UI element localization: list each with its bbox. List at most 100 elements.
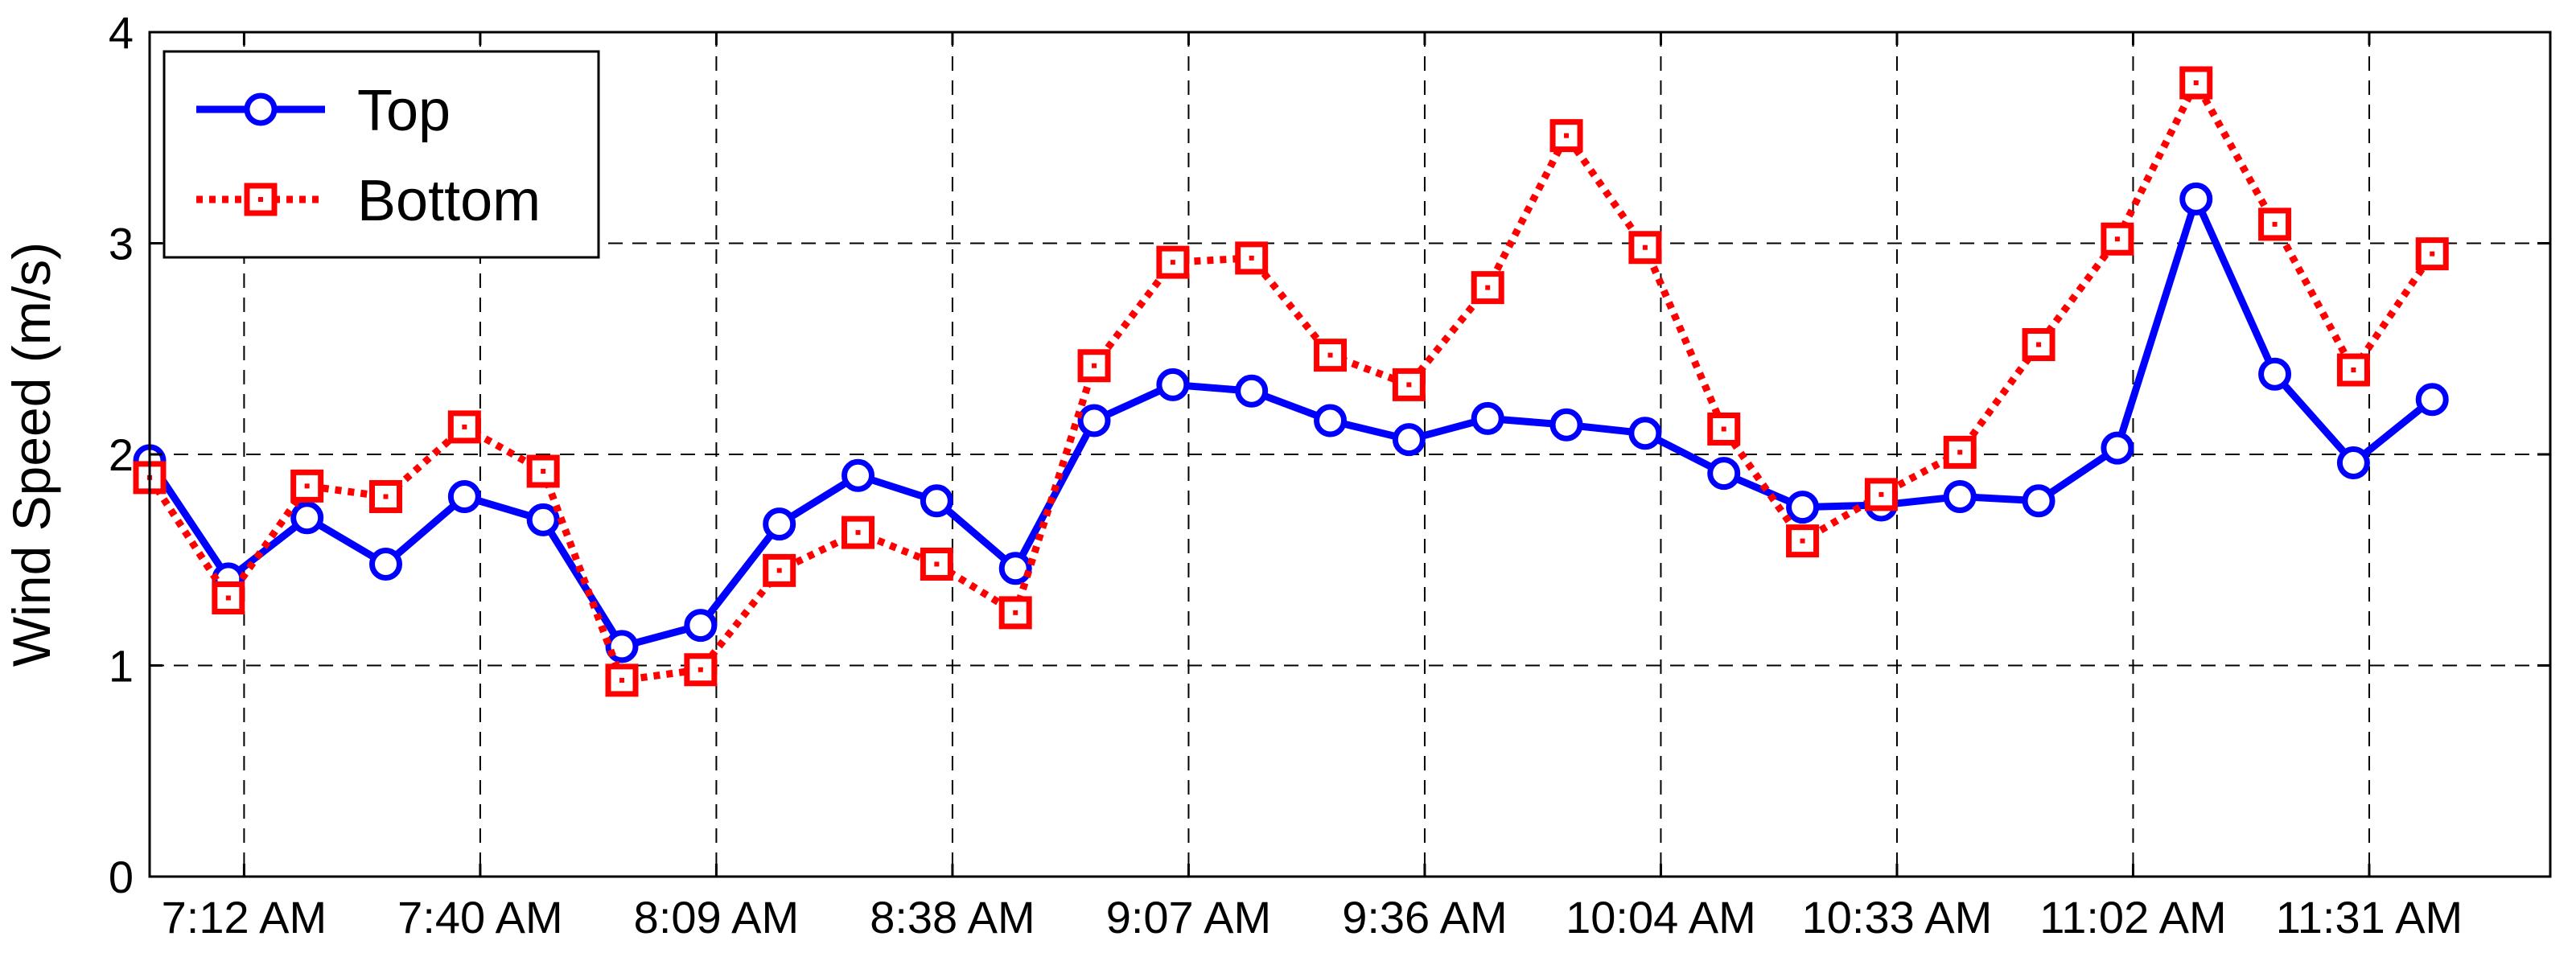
marker-center <box>1327 352 1333 358</box>
data-point-top <box>998 552 1032 585</box>
y-tick-label: 2 <box>109 429 134 480</box>
data-point-top <box>1943 480 1977 513</box>
tick-layer <box>150 31 2550 878</box>
data-point-bottom <box>1156 245 1190 279</box>
legend-label: Bottom <box>357 169 541 233</box>
data-point-bottom <box>2179 66 2213 100</box>
marker-center <box>383 494 389 499</box>
data-point-bottom <box>1549 119 1583 153</box>
data-point-bottom <box>605 663 639 697</box>
marker-center <box>1800 538 1805 544</box>
data-point-bottom <box>1864 478 1898 511</box>
marker-center <box>1879 491 1884 497</box>
data-point-top <box>1786 491 1820 524</box>
data-point-bottom <box>1471 271 1504 305</box>
marker-center <box>462 424 467 429</box>
x-tick-label: 7:12 AM <box>162 892 327 943</box>
legend-label: Top <box>357 79 451 143</box>
data-point-bottom <box>763 553 796 587</box>
marker-center <box>1564 133 1570 138</box>
marker-center <box>2114 236 2120 242</box>
series-bottom <box>133 66 2449 697</box>
square-marker <box>1392 368 1426 401</box>
data-point-bottom <box>1077 349 1111 383</box>
data-point-top <box>1314 404 1348 437</box>
x-tick-label: 8:09 AM <box>634 892 799 943</box>
marker-center <box>619 677 625 683</box>
marker-center <box>2351 368 2356 372</box>
marker-center <box>1721 426 1726 432</box>
y-tick-label: 4 <box>109 7 134 58</box>
data-point-top <box>2258 357 2292 391</box>
data-point-bottom <box>1392 368 1426 401</box>
marker-center <box>934 561 940 567</box>
x-tick-label: 11:31 AM <box>2276 892 2463 943</box>
legend-marker <box>244 92 278 126</box>
x-tick-label: 7:40 AM <box>397 892 562 943</box>
y-axis-label: Wind Speed (m/s) <box>2 242 61 667</box>
marker-center <box>776 568 782 573</box>
data-point-top <box>1707 457 1741 491</box>
series-line-bottom <box>146 79 2435 684</box>
x-tick-label: 11:02 AM <box>2039 892 2226 943</box>
data-point-top <box>1156 368 1190 401</box>
x-tick-label: 8:38 AM <box>870 892 1035 943</box>
data-point-bottom <box>920 548 953 581</box>
data-point-bottom <box>684 653 718 687</box>
marker-center <box>1642 244 1648 250</box>
data-point-bottom <box>842 515 875 549</box>
marker-center <box>2430 251 2435 257</box>
y-tick-label: 1 <box>109 641 134 692</box>
data-point-bottom <box>2022 328 2055 361</box>
marker-center <box>1406 382 1412 388</box>
data-point-top <box>763 507 796 541</box>
data-point-top <box>1549 408 1583 442</box>
data-point-top <box>2179 182 2213 216</box>
marker-center <box>1170 260 1175 265</box>
data-point-bottom <box>1628 231 1662 265</box>
data-point-bottom <box>998 596 1032 630</box>
data-point-top <box>2336 446 2370 479</box>
x-tick-label: 10:33 AM <box>1802 892 1993 943</box>
square-marker <box>526 454 560 488</box>
square-marker <box>2258 207 2292 241</box>
data-point-top <box>526 503 560 536</box>
y-tick-label: 0 <box>109 852 134 902</box>
data-point-bottom <box>2101 222 2134 256</box>
data-point-top <box>290 501 324 535</box>
data-point-bottom <box>290 469 324 503</box>
marker-center <box>225 595 231 601</box>
marker-center <box>304 483 310 489</box>
data-point-bottom <box>1314 339 1348 372</box>
data-point-top <box>1392 423 1426 457</box>
x-tick-label: 9:07 AM <box>1106 892 1271 943</box>
square-marker <box>369 480 403 513</box>
marker-center <box>855 530 861 536</box>
legend-marker-center <box>258 197 263 202</box>
data-point-bottom <box>2336 353 2370 387</box>
marker-center <box>1957 450 1963 455</box>
marker-center <box>541 469 546 474</box>
marker-center <box>1013 610 1018 615</box>
legend-entry-bottom: Bottom <box>196 169 541 233</box>
data-point-bottom <box>1786 524 1820 558</box>
data-point-bottom <box>526 454 560 488</box>
data-point-bottom <box>1235 241 1269 275</box>
marker-center <box>1092 363 1097 368</box>
legend-entry-top: Top <box>196 79 451 143</box>
data-point-top <box>2022 484 2055 518</box>
y-tick-label: 3 <box>109 219 134 269</box>
data-point-top <box>1628 417 1662 450</box>
data-point-bottom <box>447 410 481 444</box>
marker-center <box>697 667 703 672</box>
data-point-bottom <box>212 581 245 614</box>
data-point-top <box>369 548 403 581</box>
legend-box <box>163 50 600 259</box>
data-point-bottom <box>2258 207 2292 241</box>
label-layer: 7:12 AM 7:40 AM 8:09 AM 8:38 AM 9:07 AM 9:36 … <box>2 7 2463 943</box>
marker-center <box>1485 285 1491 290</box>
data-point-top <box>1235 374 1269 408</box>
legend: Top Bottom <box>163 50 600 259</box>
marker-center <box>2193 80 2199 85</box>
